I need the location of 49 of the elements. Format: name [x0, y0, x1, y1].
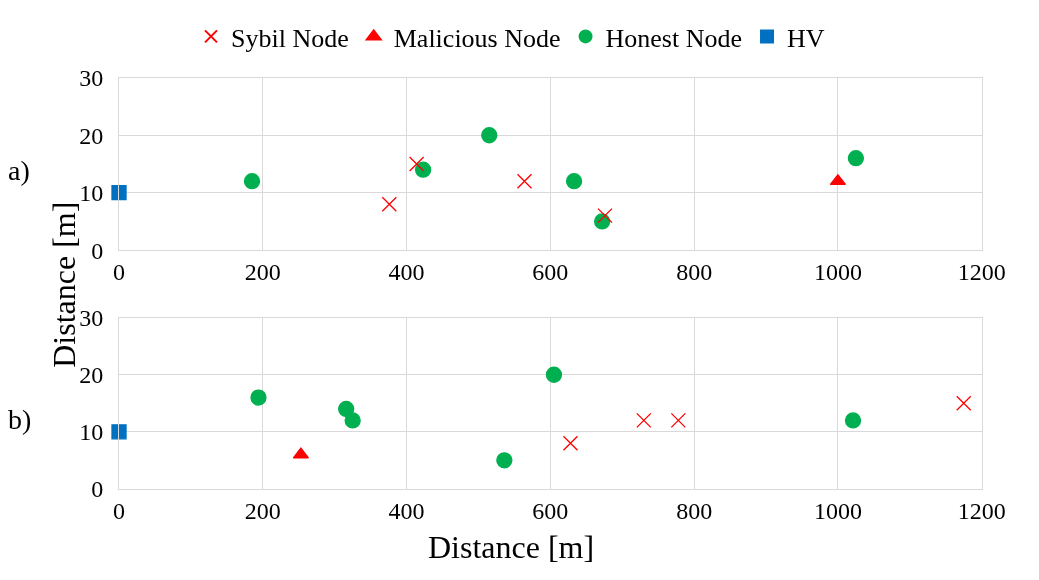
point [243, 173, 261, 190]
point [636, 412, 652, 429]
x-tick-label: 800 [676, 497, 713, 524]
y-tick-label: 10 [79, 419, 104, 446]
point [496, 452, 513, 469]
point [545, 366, 563, 383]
x-tick-label: 600 [532, 258, 569, 285]
x-axis-title: Distance [m] [428, 529, 595, 565]
x-tick-label: 400 [388, 497, 425, 524]
point [956, 395, 972, 411]
x-tick-label: 400 [388, 258, 425, 285]
y-tick-label: 10 [79, 180, 104, 207]
point [597, 208, 613, 224]
x-tick-label: 200 [244, 258, 281, 285]
legend-label: Malicious Node [393, 23, 561, 53]
text: b) [8, 404, 32, 435]
x-tick-label: 1200 [957, 497, 1006, 524]
legend-label: Sybil Node [231, 23, 349, 53]
y-tick-label: 30 [79, 305, 104, 332]
point [847, 150, 865, 167]
point [516, 173, 533, 189]
x-tick-label: 200 [244, 497, 281, 524]
y-tick-label: 20 [79, 122, 104, 149]
legend-label: HV [787, 23, 825, 53]
x-tick-label: 1000 [813, 497, 862, 524]
x-tick-label: 1000 [813, 258, 862, 285]
point [344, 412, 361, 429]
text: a) [8, 155, 30, 186]
x-tick-label: 0 [113, 497, 126, 524]
point [250, 389, 267, 406]
y-tick-label: 30 [79, 65, 104, 92]
point [408, 156, 425, 172]
point [670, 412, 686, 429]
x-tick-label: 600 [532, 497, 569, 524]
point [562, 435, 579, 451]
point [111, 185, 127, 201]
point [414, 161, 432, 178]
x-tick-label: 800 [676, 258, 713, 285]
point [381, 196, 397, 212]
y-tick-label: 20 [79, 362, 104, 389]
legend-label: Honest Node [605, 23, 743, 53]
point [111, 424, 127, 440]
y-tick-label: 0 [91, 237, 104, 264]
point [565, 173, 583, 190]
x-tick-label: 1200 [957, 258, 1006, 285]
point [481, 127, 498, 144]
point [844, 412, 862, 429]
y-tick-label: 0 [91, 476, 104, 503]
x-tick-label: 0 [113, 258, 126, 285]
